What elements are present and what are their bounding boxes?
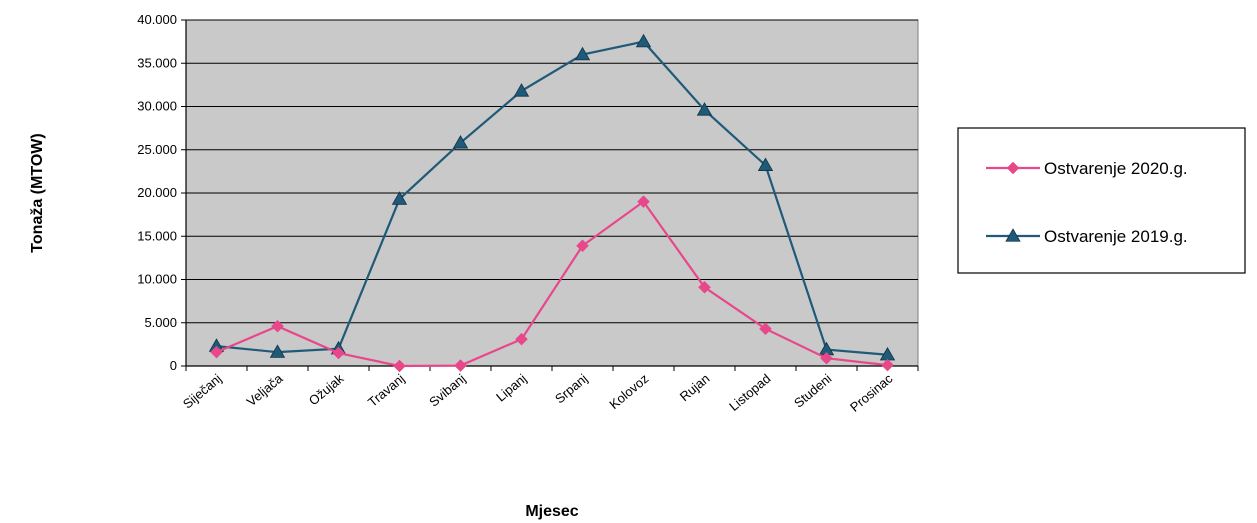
legend-item: Ostvarenje 2020.g. [986, 159, 1188, 178]
data-point [332, 346, 345, 360]
y-tick-label: 40.000 [137, 12, 177, 27]
data-point [635, 33, 652, 48]
legend-label: Ostvarenje 2019.g. [1044, 227, 1188, 246]
data-point [513, 83, 530, 97]
data-point [576, 239, 589, 253]
x-tick-label: Lipanj [493, 371, 529, 405]
y-tick-label: 20.000 [137, 185, 177, 200]
data-point [210, 345, 223, 359]
x-tick-label: Prosinac [847, 370, 896, 414]
x-tick-label: Veljača [244, 370, 286, 409]
x-axis-label: Mjesec [525, 503, 578, 520]
x-tick-label: Rujan [677, 371, 713, 404]
data-point [759, 322, 772, 336]
legend-box [957, 127, 1246, 274]
x-tick-label: Siječanj [180, 371, 225, 412]
x-tick-label: Travanj [365, 371, 408, 410]
data-point [698, 280, 711, 294]
gridlines [186, 19, 918, 324]
legend-item: Ostvarenje 2019.g. [986, 227, 1188, 246]
legend-swatch-marker [1005, 228, 1021, 242]
series-1 [210, 195, 894, 373]
legend-swatch-marker [1006, 161, 1020, 175]
y-tick-label: 5.000 [144, 315, 177, 330]
data-point [269, 344, 286, 358]
data-point [391, 191, 408, 205]
x-tick-label: Studeni [791, 371, 835, 411]
y-tick-label: 15.000 [137, 228, 177, 243]
data-point [637, 195, 650, 209]
legend: Ostvarenje 2020.g. Ostvarenje 2019.g. [957, 127, 1246, 274]
y-axis-label: Tonaža (MTOW) [29, 133, 46, 252]
x-tick-label: Listopad [726, 371, 773, 414]
data-point [574, 46, 591, 61]
data-point [452, 135, 469, 149]
data-point [515, 332, 528, 346]
x-tick-label: Srpanj [552, 371, 591, 407]
data-point [393, 359, 406, 373]
x-tick-label: Kolovoz [606, 371, 651, 412]
x-tick-label: Svibanj [426, 371, 468, 410]
legend-label: Ostvarenje 2020.g. [1044, 159, 1188, 178]
x-axis-ticks: Siječanj Veljača Ožujak Travanj Svibanj Lipan… [180, 366, 919, 415]
series-line [216, 200, 888, 368]
y-tick-label: 0 [170, 358, 177, 373]
y-tick-label: 35.000 [137, 55, 177, 70]
y-tick-label: 25.000 [137, 142, 177, 157]
data-point [881, 358, 894, 372]
data-point [757, 157, 774, 171]
y-tick-label: 10.000 [137, 272, 177, 287]
series-group [208, 33, 896, 373]
x-tick-label: Ožujak [306, 370, 347, 408]
data-point [454, 359, 467, 372]
data-point [696, 102, 713, 116]
data-point [820, 351, 833, 365]
y-axis-ticks: 0 5.000 10.000 15.000 20.000 25.000 30.000 35.0… [137, 12, 186, 373]
y-tick-label: 30.000 [137, 99, 177, 114]
data-point [271, 319, 284, 333]
